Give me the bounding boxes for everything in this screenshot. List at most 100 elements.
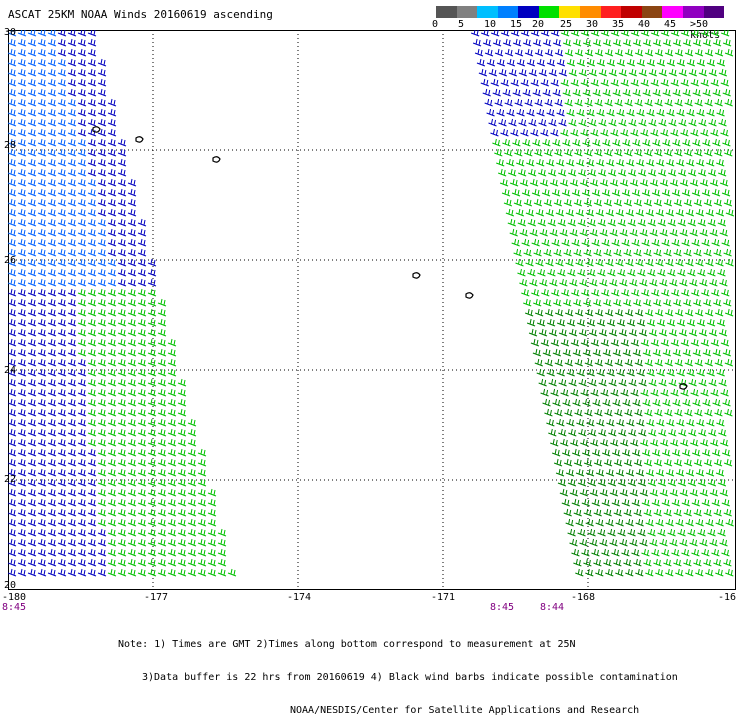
- wind-barb: [67, 268, 77, 277]
- wind-barb: [690, 338, 700, 347]
- wind-barb: [569, 538, 578, 547]
- wind-barb: [532, 88, 541, 97]
- wind-barb: [127, 418, 137, 427]
- wind-barb: [77, 308, 87, 317]
- wind-barb: [77, 338, 87, 347]
- wind-barb: [127, 228, 137, 237]
- wind-barb: [592, 38, 602, 47]
- wind-barb: [546, 158, 555, 167]
- wind-barb: [613, 298, 622, 307]
- wind-barb: [117, 438, 127, 447]
- wind-barb: [27, 408, 37, 417]
- wind-barb: [603, 558, 612, 567]
- wind-barb: [57, 508, 67, 517]
- wind-barb: [676, 318, 686, 327]
- wind-barb: [77, 518, 87, 527]
- wind-barb: [87, 448, 97, 457]
- wind-barb: [8, 188, 17, 197]
- wind-barb: [8, 248, 17, 257]
- wind-barb: [564, 148, 573, 157]
- wind-barb: [694, 98, 703, 107]
- wind-barb: [573, 458, 583, 467]
- wind-barb: [601, 448, 611, 457]
- wind-barb: [675, 208, 685, 217]
- wind-barb: [686, 318, 696, 327]
- wind-barb: [610, 388, 619, 397]
- legend-swatch: [682, 6, 704, 18]
- wind-barb: [77, 478, 87, 487]
- wind-barb: [57, 288, 67, 297]
- wind-barb: [77, 498, 87, 507]
- wind-barb: [559, 278, 568, 287]
- map-title: ASCAT 25KM NOAA Winds 20160619 ascending: [8, 8, 273, 21]
- wind-barb: [177, 378, 187, 387]
- wind-barb: [683, 198, 693, 207]
- wind-barb: [558, 428, 567, 437]
- wind-barb: [690, 388, 699, 397]
- wind-barb: [57, 98, 67, 107]
- wind-barb: [47, 118, 57, 127]
- wind-barb: [57, 38, 67, 47]
- wind-barb: [77, 398, 87, 407]
- wind-barb: [77, 68, 87, 77]
- wind-barb: [67, 248, 77, 257]
- wind-barb: [514, 148, 523, 157]
- wind-barb: [564, 308, 574, 317]
- wind-barb: [37, 518, 47, 527]
- wind-barb: [17, 528, 27, 537]
- wind-barb: [560, 338, 570, 347]
- wind-barb: [602, 398, 611, 407]
- wind-barb: [636, 418, 645, 427]
- wind-barb: [8, 388, 17, 397]
- wind-barb: [510, 78, 519, 87]
- wind-barb: [676, 108, 685, 117]
- wind-barb: [572, 398, 581, 407]
- wind-barb: [615, 258, 624, 267]
- wind-barb: [551, 238, 560, 247]
- wind-barb: [659, 488, 669, 497]
- wind-barb: [511, 188, 521, 197]
- wind-barb: [117, 518, 127, 527]
- wind-barb: [157, 338, 167, 347]
- wind-barb: [590, 128, 599, 137]
- wind-barb: [47, 438, 57, 447]
- wind-barb: [586, 368, 595, 377]
- wind-barb: [624, 48, 634, 57]
- wind-barb: [97, 208, 107, 217]
- wind-barb: [17, 388, 27, 397]
- wind-barb: [47, 308, 57, 317]
- wind-barb: [720, 30, 730, 37]
- wind-barb: [578, 378, 587, 387]
- wind-barb: [511, 238, 520, 247]
- wind-barb: [548, 328, 558, 337]
- wind-barb: [646, 108, 655, 117]
- wind-barb: [87, 248, 97, 257]
- wind-barb: [581, 448, 591, 457]
- wind-barb: [8, 528, 17, 537]
- wind-barb: [542, 348, 552, 357]
- wind-barb: [37, 248, 47, 257]
- wind-barb: [67, 288, 77, 297]
- wind-barb: [529, 278, 538, 287]
- wind-barb: [97, 198, 107, 207]
- wind-barb: [582, 88, 591, 97]
- wind-barb: [107, 458, 117, 467]
- wind-barb: [664, 308, 674, 317]
- wind-barb: [527, 218, 536, 227]
- wind-barb: [719, 178, 729, 187]
- legend-swatch: [456, 6, 478, 18]
- wind-barb: [562, 348, 572, 357]
- wind-barb: [663, 298, 672, 307]
- wind-barb: [701, 188, 711, 197]
- wind-barb: [540, 388, 549, 397]
- wind-barb: [607, 168, 617, 177]
- wind-barb: [57, 168, 67, 177]
- legend-label: 15: [510, 19, 523, 30]
- wind-barb: [609, 538, 618, 547]
- wind-barb: [680, 338, 690, 347]
- wind-barb: [177, 568, 187, 577]
- wind-barb: [57, 528, 67, 537]
- wind-barb: [67, 38, 77, 47]
- wind-barb: [711, 498, 720, 507]
- wind-barb: [713, 248, 722, 257]
